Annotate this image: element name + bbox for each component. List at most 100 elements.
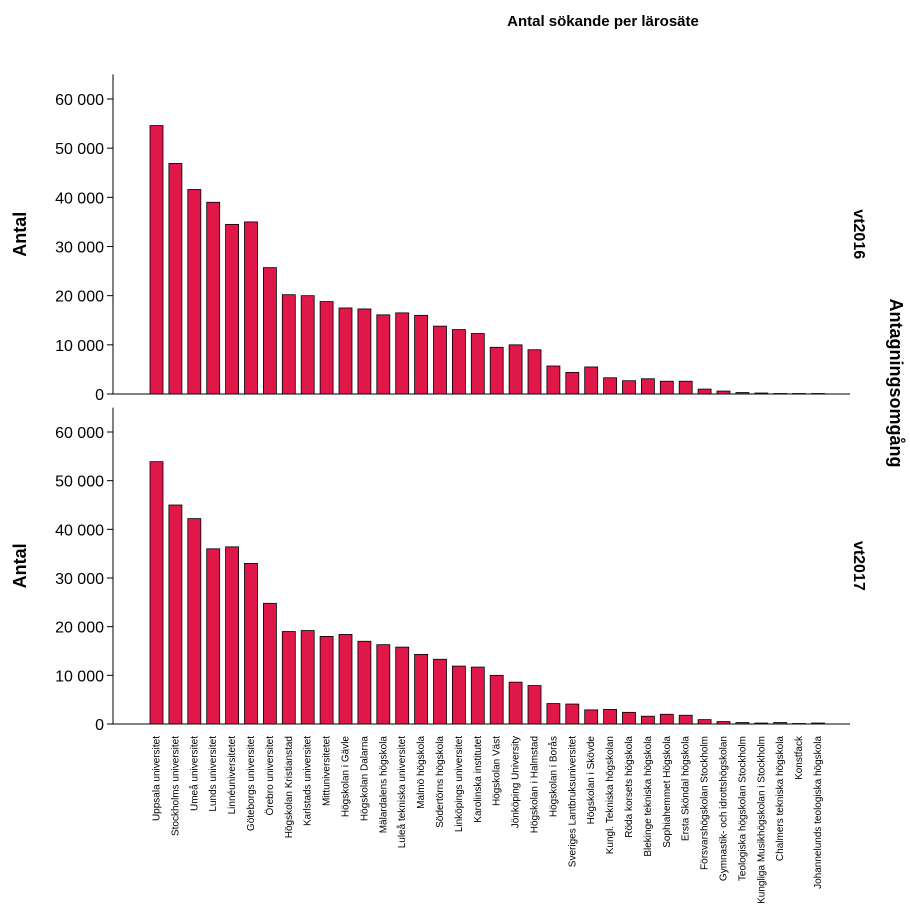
bar-vt2017-16 — [433, 658, 447, 725]
x-category-label: Johannelunds teologiska högskola — [813, 736, 824, 889]
bar-vt2017-26 — [622, 711, 636, 725]
y-tick-label: 30 000 — [55, 240, 104, 257]
chart-title: Antal sökande per lärosäte — [507, 13, 699, 30]
x-category-label: Umeå universitet — [188, 736, 200, 811]
bar-vt2016-9 — [300, 295, 315, 395]
bar-vt2016-26 — [622, 380, 636, 395]
bar-vt2017-5 — [225, 546, 240, 725]
x-category-label: Chalmers tekniska högskola — [775, 736, 786, 861]
bar-vt2016-11 — [338, 307, 353, 395]
x-category-label: Teologiska högskolan Stockholm — [737, 736, 748, 881]
y-tick-label: 10 000 — [55, 668, 104, 685]
bar-vt2017-8 — [281, 631, 296, 725]
bar-vt2016-8 — [281, 294, 296, 395]
bar-vt2016-14 — [395, 312, 410, 395]
bar-vt2017-30 — [697, 719, 712, 725]
x-category-label: Högskolan i Skövde — [586, 736, 597, 825]
facet-panels: 0 10 000 20 000 30 000 40 000 50 000 60 000 Ant… — [10, 74, 867, 734]
x-category-label: Högskolan i Halmstad — [530, 736, 541, 833]
x-category-label: Försvarshögskolan Stockholm — [700, 736, 711, 870]
bar-vt2017-23 — [565, 703, 580, 725]
bar-vt2016-10 — [319, 301, 334, 395]
bar-vt2016-17 — [451, 329, 466, 395]
x-category-label: Konstfack — [794, 735, 805, 780]
bar-vt2016-16 — [433, 325, 447, 395]
bar-vt2017-33 — [754, 722, 769, 725]
x-category-label: Högskolan Kristianstad — [284, 736, 295, 838]
bar-vt2016-3 — [187, 189, 202, 395]
bar-vt2017-24 — [584, 709, 599, 725]
bar-vt2017-10 — [319, 636, 334, 725]
x-category-label: Linköpings universitet — [454, 736, 465, 832]
y-tick-label: 60 000 — [55, 92, 104, 109]
bar-vt2017-11 — [338, 634, 353, 725]
bar-vt2016-20 — [508, 344, 523, 395]
y-tick-label: 50 000 — [55, 474, 104, 491]
y-tick-label: 0 — [95, 717, 104, 734]
x-category-label: Södertörns högskola — [435, 736, 446, 828]
y-axis-title: Antal — [10, 212, 30, 257]
bar-vt2016-24 — [584, 366, 599, 395]
bar-vt2016-28 — [659, 380, 674, 395]
bar-vt2016-18 — [470, 333, 485, 395]
x-category-label: Kungl. Tekniska högskolan — [605, 736, 616, 854]
y-tick-label: 50 000 — [55, 141, 104, 158]
bar-vt2016-15 — [414, 314, 429, 395]
bar-vt2016-31 — [716, 390, 731, 395]
bar-vt2017-12 — [357, 640, 372, 725]
bar-vt2016-32 — [735, 392, 750, 395]
x-category-label: Blekinge tekniska högskola — [643, 736, 654, 857]
bar-vt2017-1 — [149, 461, 164, 725]
y-tick-label: 0 — [95, 387, 104, 404]
y-tick-label: 10 000 — [55, 338, 104, 355]
bar-vt2016-33 — [754, 392, 769, 395]
x-category-label: Sophiahemmet Högskola — [662, 736, 673, 848]
x-category-label: Högskolan i Borås — [547, 736, 559, 817]
bar-vt2016-29 — [678, 380, 693, 395]
bar-vt2016-6 — [244, 221, 258, 395]
bar-vt2017-27 — [641, 715, 655, 725]
x-category-label: Örebro universitet — [264, 736, 276, 816]
x-category-label: Uppsala universitet — [152, 736, 163, 821]
bar-vt2017-4 — [206, 548, 221, 725]
bar-vt2017-9 — [300, 630, 315, 725]
x-category-label: Lunds universitet — [208, 736, 219, 812]
bar-vt2017-28 — [659, 713, 674, 725]
bar-vt2017-6 — [244, 563, 258, 725]
bar-vt2016-23 — [565, 371, 580, 395]
bar-vt2017-21 — [527, 685, 542, 725]
x-category-label: Karlstads universitet — [303, 736, 314, 826]
x-category-label: Malmö högskola — [416, 736, 427, 809]
x-category-label: Mälardalens högskola — [378, 736, 389, 834]
bar-vt2017-29 — [678, 714, 693, 725]
panel-vt2017: 0 10 000 20 000 30 000 40 000 50 000 60 000 Ant… — [10, 407, 867, 734]
bar-vt2016-21 — [527, 349, 542, 395]
facet-label-vt2017: vt2017 — [850, 541, 867, 591]
bar-vt2017-25 — [603, 709, 617, 725]
bar-vt2016-25 — [603, 377, 617, 395]
bar-vt2017-18 — [470, 666, 485, 725]
y-axis-title: Antal — [10, 543, 30, 588]
bar-vt2016-19 — [489, 346, 504, 395]
y-tick-label: 20 000 — [55, 620, 104, 637]
bar-vt2016-22 — [546, 365, 561, 395]
x-category-label: Stockholms universitet — [170, 736, 181, 836]
y-tick-label: 40 000 — [55, 190, 104, 207]
y-tick-label: 20 000 — [55, 289, 104, 306]
bar-vt2016-7 — [262, 267, 277, 395]
x-category-label: Ersta Sköndal högskola — [681, 736, 692, 842]
bar-vt2017-14 — [395, 646, 410, 725]
bar-vt2016-1 — [149, 125, 164, 395]
bar-vt2016-13 — [376, 314, 391, 395]
bar-vt2017-2 — [168, 504, 183, 725]
facet-label-vt2016: vt2016 — [850, 209, 867, 259]
x-category-label: Kungliga Musikhögskolan i Stockholm — [756, 736, 767, 904]
bar-vt2017-36 — [811, 722, 825, 725]
x-category-label: Röda korsets högskola — [624, 736, 635, 838]
x-category-label: Högskolan Dalarna — [359, 736, 370, 821]
bar-vt2017-19 — [489, 674, 504, 725]
x-category-label: Högskolan Väst — [492, 736, 503, 806]
panel-vt2016: 0 10 000 20 000 30 000 40 000 50 000 60 000 Ant… — [10, 74, 867, 404]
bar-vt2017-7 — [262, 602, 277, 725]
